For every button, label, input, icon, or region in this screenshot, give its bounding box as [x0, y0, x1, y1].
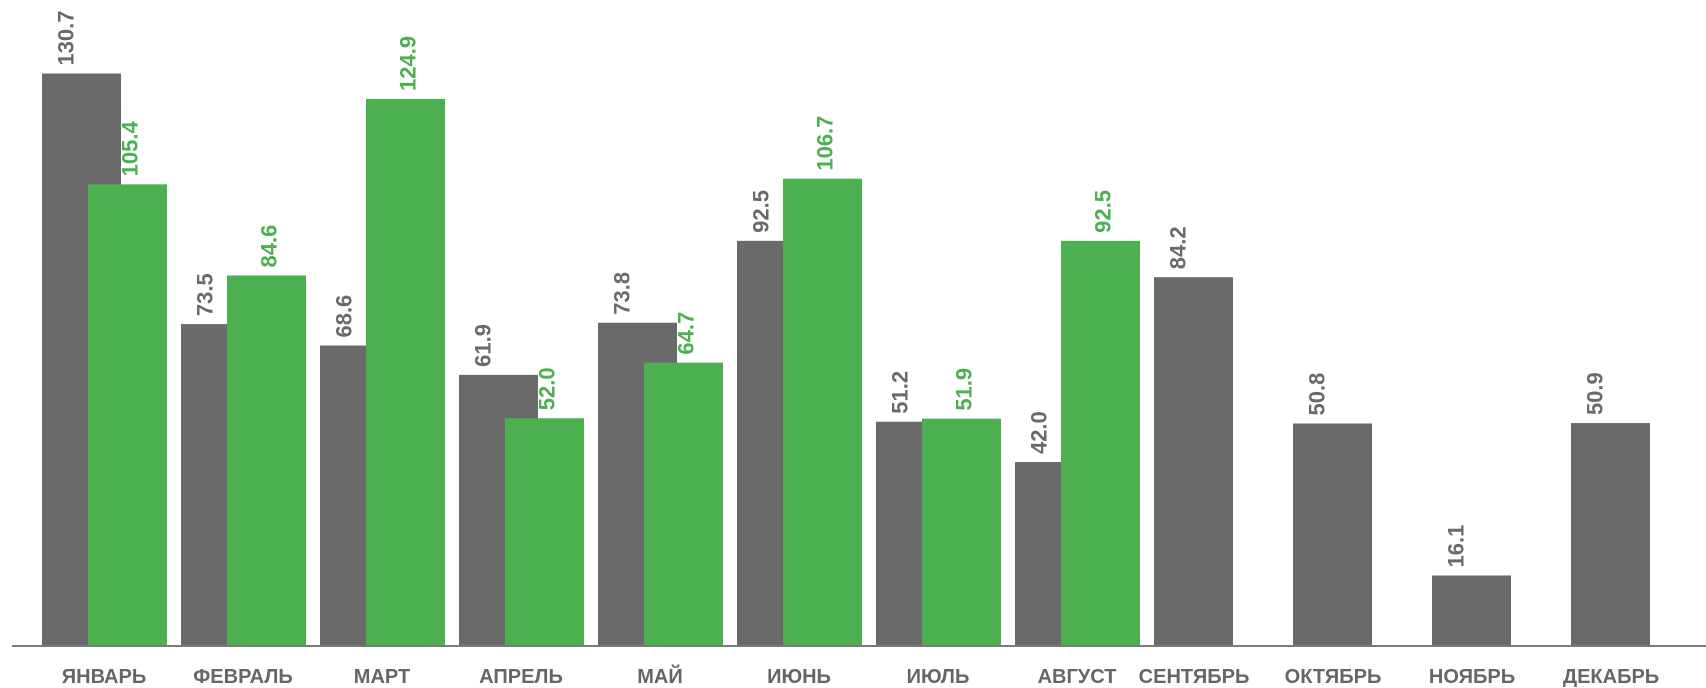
value-label-series1-month-4: 61.9	[470, 324, 495, 367]
value-label-series1-month-11: 16.1	[1443, 525, 1468, 568]
bar-series2-month-4	[505, 418, 584, 646]
value-label-series1-month-6: 92.5	[748, 190, 773, 233]
category-label-month-8: АВГУСТ	[1038, 666, 1117, 688]
bar-series2-month-7	[922, 418, 1001, 646]
value-label-series2-month-4: 52.0	[534, 367, 559, 410]
category-label-month-3: МАРТ	[354, 666, 410, 688]
category-label-month-7: ИЮЛЬ	[907, 666, 970, 688]
value-label-series1-month-10: 50.8	[1304, 373, 1329, 416]
category-label-month-10: ОКТЯБРЬ	[1285, 666, 1382, 688]
category-labels-layer: ЯНВАРЬ ФЕВРАЛЬ МАРТ АПРЕЛЬ МАЙ ИЮНЬ ИЮЛЬ АВГУСТ…	[62, 664, 1659, 688]
value-label-series1-month-2: 73.5	[192, 273, 217, 316]
value-label-series2-month-5: 64.7	[673, 312, 698, 355]
bar-series1-month-11	[1432, 575, 1511, 646]
value-label-series1-month-3: 68.6	[331, 295, 356, 338]
bar-series1-month-9	[1154, 277, 1233, 646]
bar-series1-month-12	[1571, 423, 1650, 646]
value-label-series2-month-7: 51.9	[951, 368, 976, 411]
category-label-month-5: МАЙ	[637, 664, 682, 688]
bars-layer	[42, 73, 1650, 647]
value-label-series2-month-1: 105.4	[117, 121, 142, 177]
bar-series1-month-10	[1293, 423, 1372, 646]
category-label-month-9: СЕНТЯБРЬ	[1139, 666, 1250, 688]
value-label-series2-month-3: 124.9	[395, 36, 420, 91]
bar-series2-month-8	[1061, 240, 1140, 646]
value-label-series1-month-8: 42.0	[1026, 411, 1051, 454]
value-labels-layer: 130.7 105.4 73.5 84.6 68.6 124.9 61.9 52.0 73.8 6…	[53, 10, 1607, 567]
bar-series2-month-5	[644, 362, 723, 646]
value-label-series1-month-1: 130.7	[53, 10, 78, 65]
category-label-month-6: ИЮНЬ	[767, 666, 831, 688]
category-label-month-12: ДЕКАБРЬ	[1563, 666, 1659, 688]
bar-series2-month-1	[88, 184, 167, 646]
value-label-series2-month-6: 106.7	[812, 116, 837, 171]
value-label-series1-month-12: 50.9	[1582, 372, 1607, 415]
value-label-series2-month-2: 84.6	[256, 225, 281, 268]
category-label-month-4: АПРЕЛЬ	[479, 666, 563, 688]
category-label-month-2: ФЕВРАЛЬ	[193, 666, 293, 688]
value-label-series1-month-7: 51.2	[887, 371, 912, 414]
value-label-series2-month-8: 92.5	[1090, 190, 1115, 233]
bar-series2-month-3	[366, 98, 445, 647]
category-label-month-1: ЯНВАРЬ	[62, 666, 146, 688]
value-label-series1-month-9: 84.2	[1165, 226, 1190, 269]
bar-series2-month-6	[783, 178, 862, 647]
value-label-series1-month-5: 73.8	[609, 272, 634, 315]
bar-series2-month-2	[227, 275, 306, 646]
category-label-month-11: НОЯБРЬ	[1429, 666, 1515, 688]
